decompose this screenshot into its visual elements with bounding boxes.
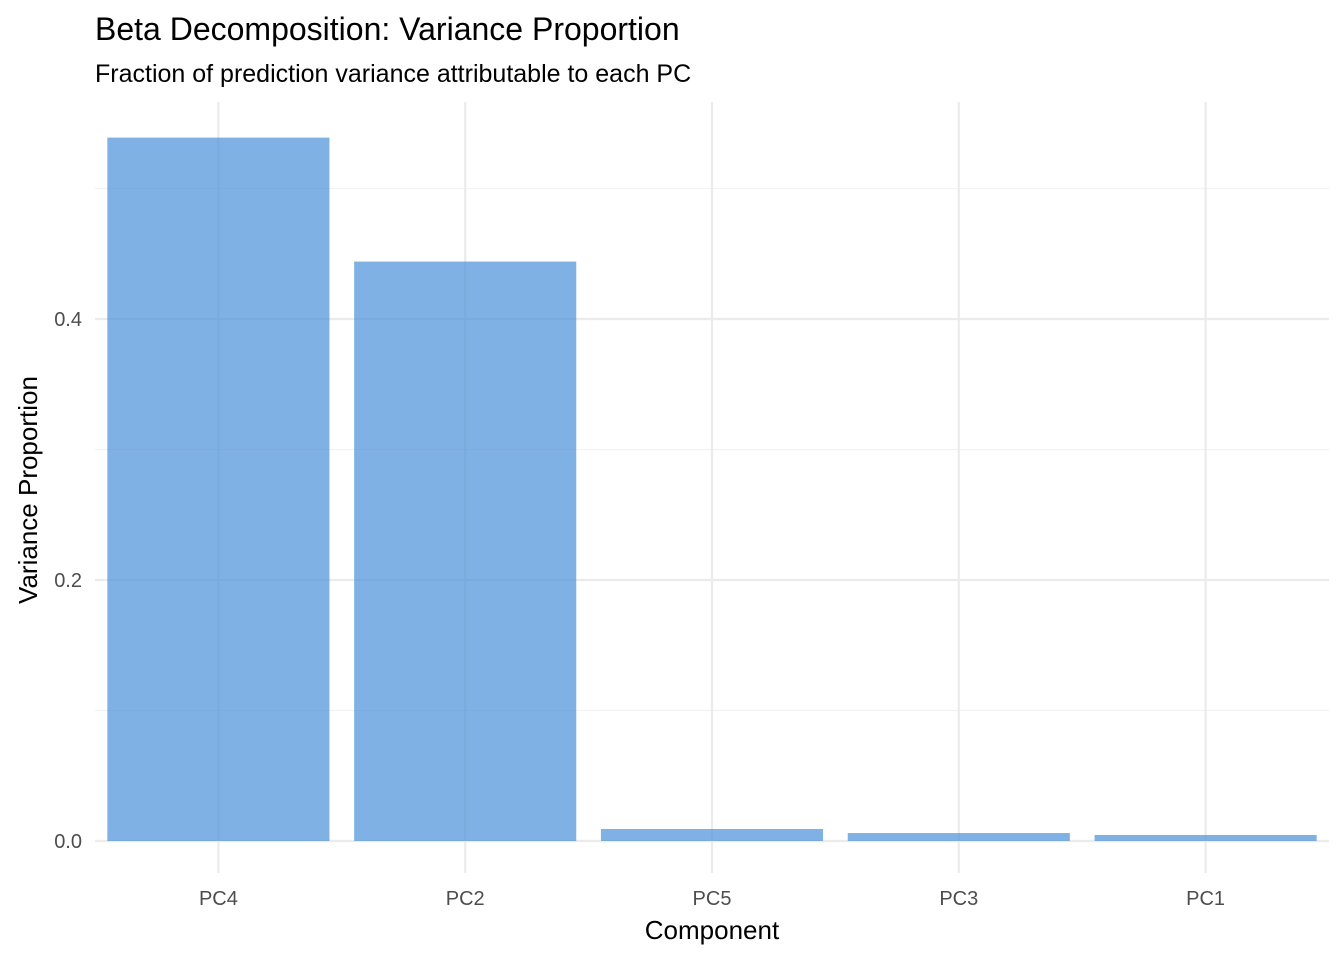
chart-title: Beta Decomposition: Variance Proportion (95, 11, 680, 47)
bars (107, 137, 1317, 842)
y-axis-ticks: 0.0 0.2 0.4 (54, 309, 82, 853)
x-tick-label: PC1 (1186, 888, 1225, 910)
x-axis-label: Component (645, 915, 780, 945)
x-tick-label: PC5 (693, 888, 732, 910)
x-axis-ticks: PC4 PC2 PC5 PC3 PC1 (199, 888, 1225, 910)
bar-pc1 (1094, 834, 1317, 841)
bar-pc5 (600, 828, 824, 841)
chart-subtitle: Fraction of prediction variance attribut… (95, 60, 691, 88)
y-tick-label: 0.2 (54, 570, 82, 592)
y-tick-label: 0.4 (54, 309, 82, 331)
bar-pc2 (354, 261, 577, 842)
bar-pc4 (107, 137, 330, 842)
bar-pc3 (847, 833, 1070, 841)
x-tick-label: PC3 (939, 888, 978, 910)
x-tick-label: PC4 (199, 888, 238, 910)
y-axis-label: Variance Proportion (13, 376, 43, 604)
y-tick-label: 0.0 (54, 831, 82, 853)
x-tick-label: PC2 (446, 888, 485, 910)
